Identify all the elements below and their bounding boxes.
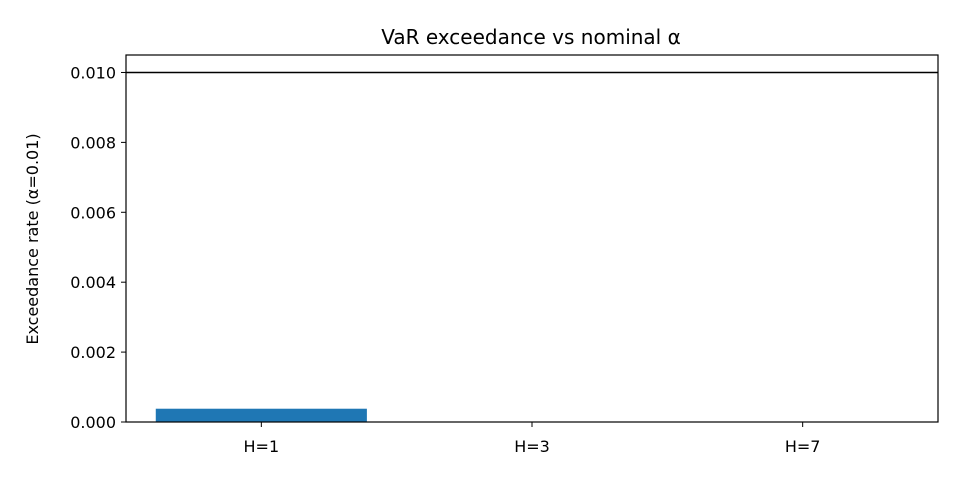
x-tick-label: H=3 bbox=[514, 437, 550, 456]
y-tick-label: 0.002 bbox=[70, 343, 116, 362]
chart-title: VaR exceedance vs nominal α bbox=[381, 25, 681, 49]
y-tick-label: 0.004 bbox=[70, 273, 116, 292]
plot-area: H=1 H=3 H=7 0.000 0.002 0.004 0.006 0.008 0.010 bbox=[70, 54, 939, 456]
y-axis-label: Exceedance rate (α=0.01) bbox=[23, 133, 42, 344]
y-tick-label: 0.000 bbox=[70, 413, 116, 432]
bar-h-1 bbox=[155, 408, 367, 422]
plot-frame bbox=[125, 54, 939, 423]
y-tick-label: 0.008 bbox=[70, 133, 116, 152]
x-tick-label: H=1 bbox=[244, 437, 280, 456]
y-tick-label: 0.006 bbox=[70, 203, 116, 222]
x-tick-label: H=7 bbox=[785, 437, 821, 456]
y-tick-label: 0.010 bbox=[70, 63, 116, 82]
